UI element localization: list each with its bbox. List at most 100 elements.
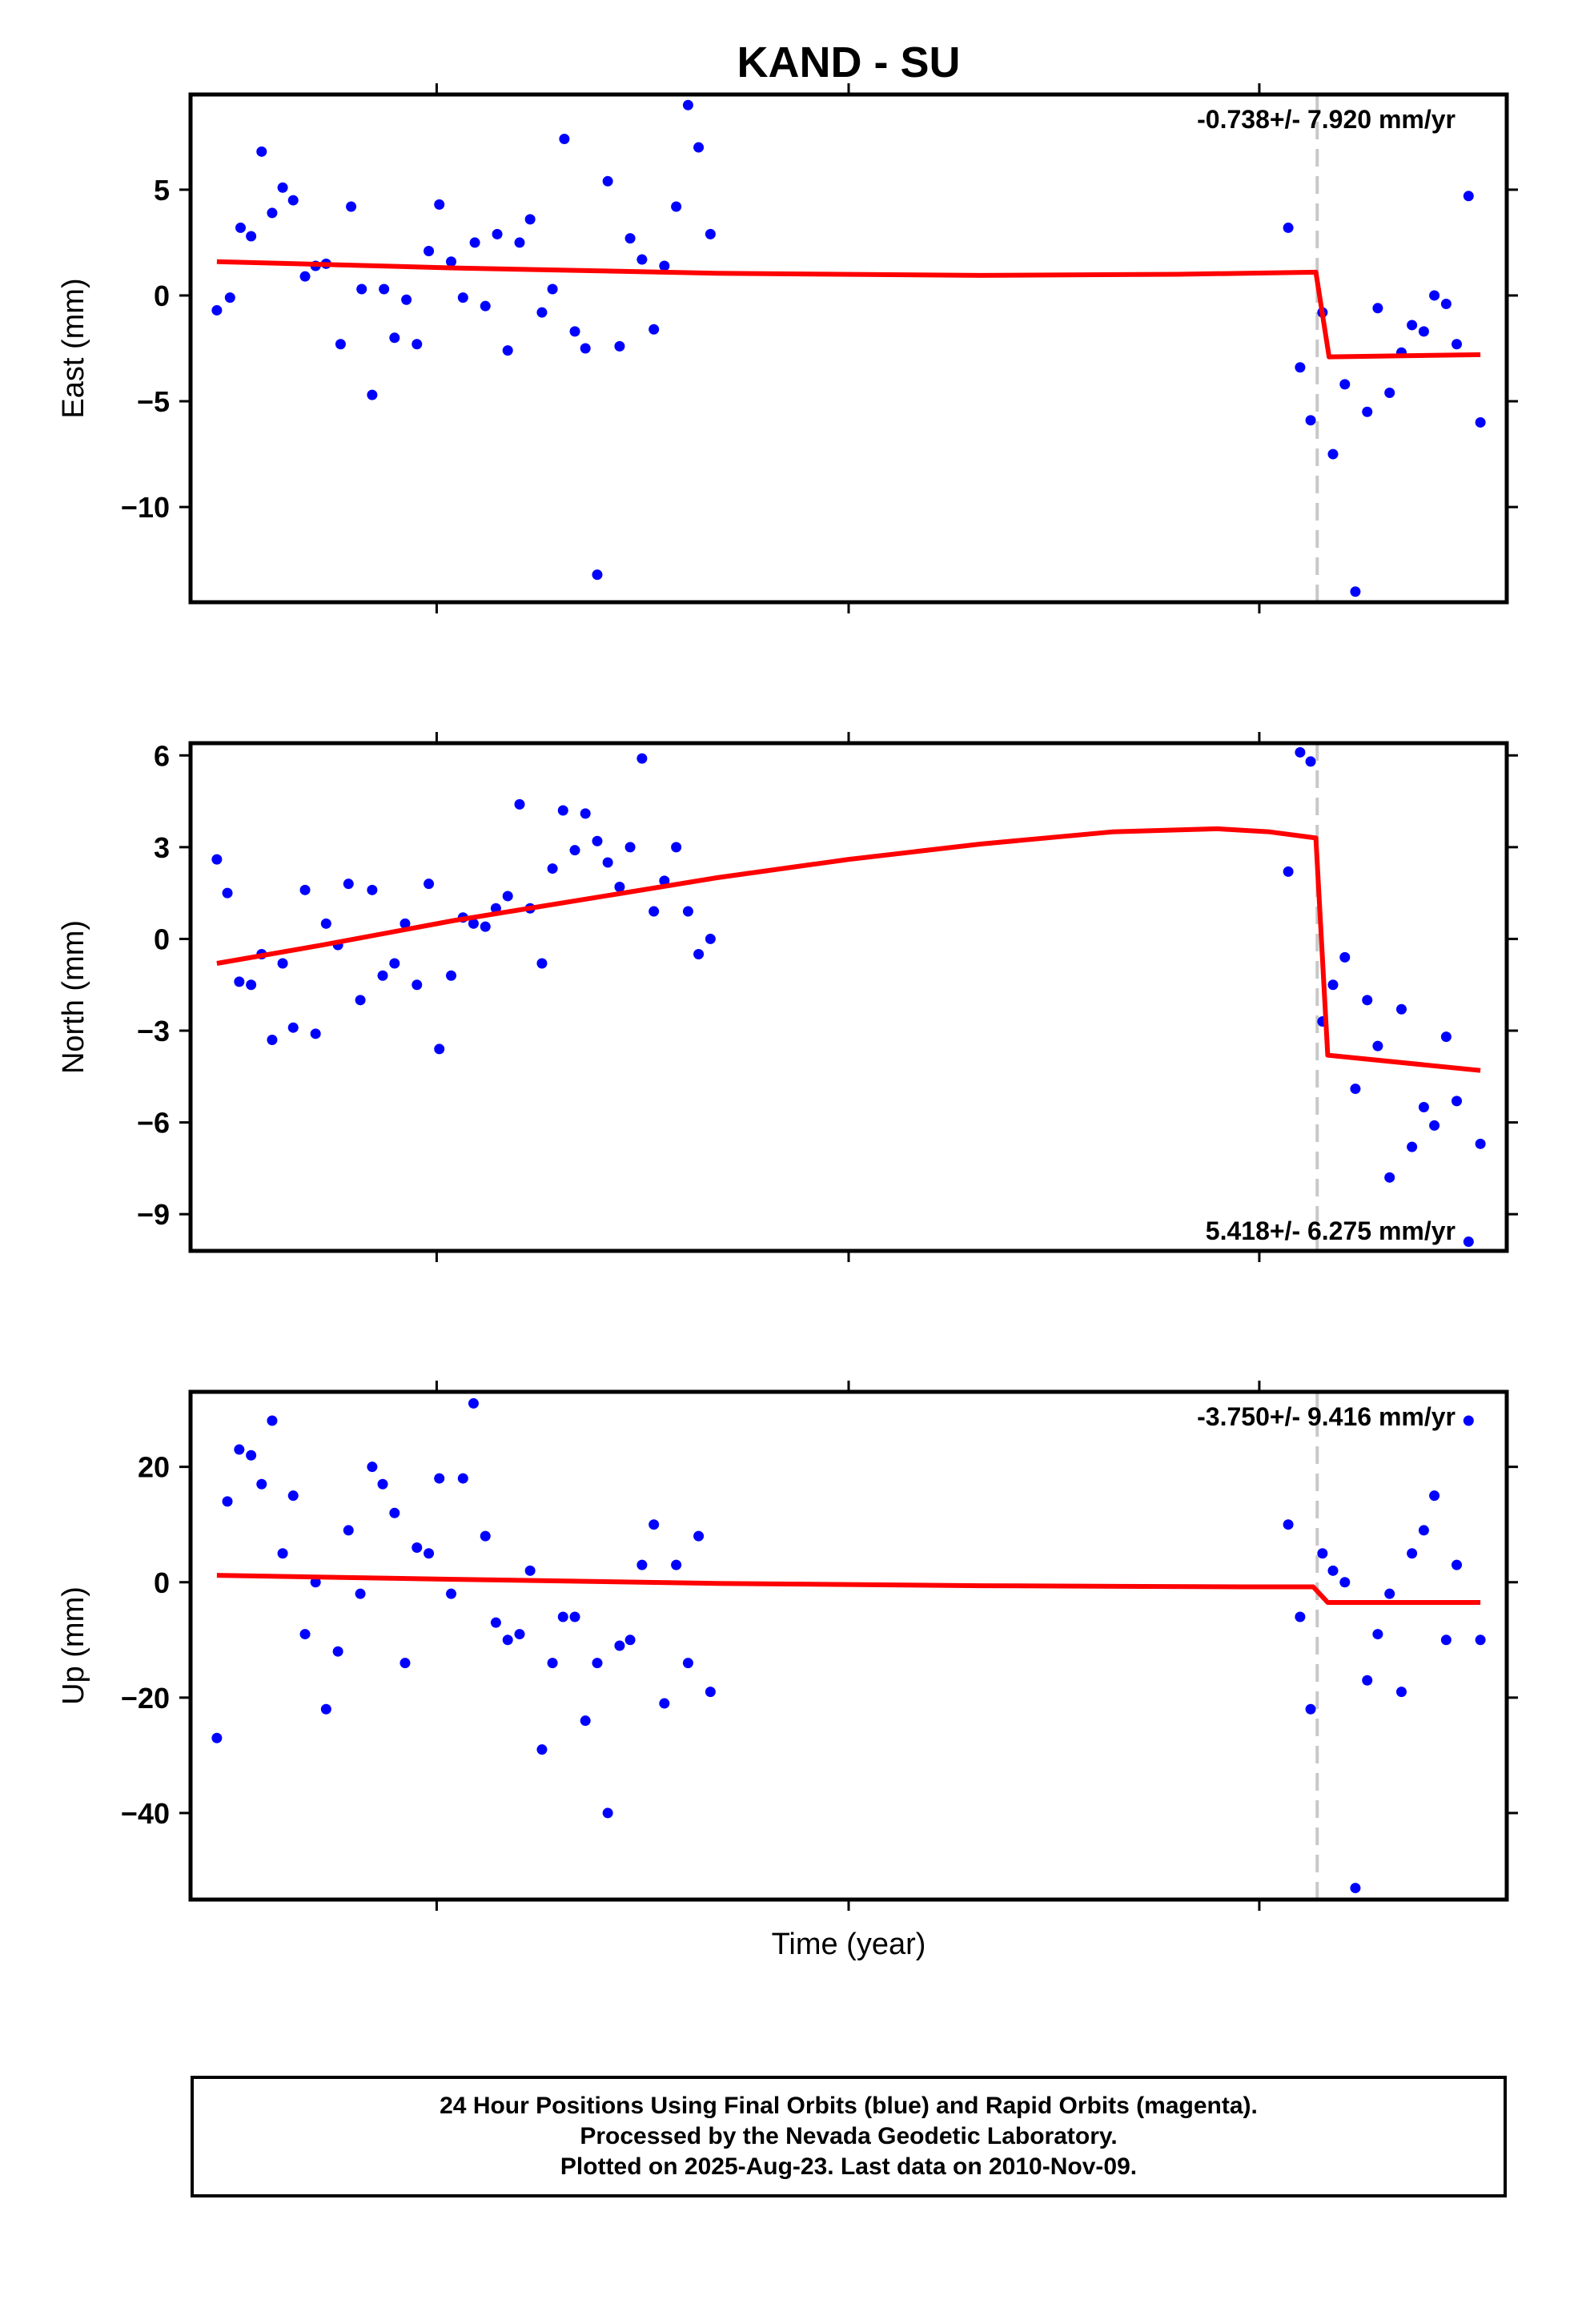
up-data-point [267, 1415, 278, 1426]
east-data-point [412, 339, 423, 350]
up-data-point [320, 1703, 331, 1715]
up-data-point [659, 1698, 670, 1709]
north-data-point [1327, 979, 1339, 991]
north-ytick-label: 3 [154, 831, 170, 864]
up-data-point [536, 1744, 548, 1755]
up-data-point [457, 1473, 468, 1484]
x-axis-label: Time (year) [772, 1928, 926, 1961]
north-ytick-label: −9 [137, 1198, 170, 1231]
up-y-axis-label: Up (mm) [57, 1586, 90, 1705]
up-data-point [524, 1565, 536, 1576]
up-data-point [1372, 1629, 1383, 1640]
north-data-point [557, 805, 568, 816]
up-data-point [1463, 1415, 1474, 1426]
north-data-point [536, 958, 548, 969]
north-data-point [267, 1034, 278, 1045]
east-data-point [1475, 416, 1486, 428]
east-data-point [682, 99, 693, 111]
up-data-point [1339, 1577, 1351, 1588]
up-data-point [234, 1444, 245, 1455]
east-data-point [547, 283, 558, 295]
up-frame [188, 1389, 1509, 1902]
north-data-point [377, 970, 388, 981]
up-data-point [310, 1577, 321, 1588]
east-data-point [1362, 406, 1373, 417]
up-data-point [1327, 1565, 1339, 1576]
north-data-point [389, 958, 400, 969]
footer-box: 24 Hour Positions Using Final Orbits (bl… [191, 2076, 1507, 2197]
north-y-axis-label: North (mm) [57, 920, 90, 1074]
north-data-point [502, 891, 513, 902]
north-ytick-label: −3 [137, 1015, 170, 1047]
up-data-point [1283, 1519, 1294, 1530]
north-data-point [693, 949, 705, 960]
up-data-point [1295, 1611, 1306, 1622]
north-data-point [1440, 1031, 1452, 1043]
up-data-point [222, 1496, 233, 1507]
up-data-point [671, 1559, 682, 1570]
east-ytick-label: −10 [121, 491, 170, 524]
north-data-point [277, 958, 288, 969]
east-data-point [705, 228, 716, 239]
up-data-point [1475, 1634, 1486, 1646]
north-data-point [659, 875, 670, 887]
north-data-point [648, 906, 660, 917]
up-data-point [602, 1807, 613, 1819]
east-data-point [401, 294, 412, 305]
east-data-point [671, 201, 682, 212]
east-data-point [524, 214, 536, 225]
up-data-point [246, 1449, 257, 1461]
north-data-point [446, 970, 457, 981]
up-data-point [412, 1542, 423, 1554]
north-data-point [468, 918, 479, 929]
north-data-point [299, 884, 311, 895]
east-data-point [514, 237, 525, 248]
north-data-point [1429, 1120, 1440, 1131]
north-data-point [514, 798, 525, 810]
east-data-point [1283, 222, 1294, 233]
east-data-point [1407, 320, 1418, 331]
up-data-point [367, 1462, 378, 1473]
east-data-point [1452, 339, 1463, 350]
east-data-point [592, 569, 603, 581]
east-data-point [287, 195, 299, 206]
footer-line-3: Plotted on 2025-Aug-23. Last data on 201… [560, 2153, 1138, 2180]
north-data-point [1418, 1101, 1429, 1112]
up-panel: 20 0 −20 −40 Up (mm) -3.750+/- 9.416 mm/yr [57, 1381, 1518, 1911]
east-data-point [536, 307, 548, 318]
east-data-point [224, 292, 235, 304]
east-data-point [235, 222, 246, 233]
up-data-point [580, 1715, 591, 1727]
footer-line-1: 24 Hour Positions Using Final Orbits (bl… [440, 2093, 1258, 2119]
east-data-point [580, 343, 591, 354]
north-data-point [1407, 1141, 1418, 1152]
up-data-point [277, 1548, 288, 1559]
east-data-point [389, 332, 400, 344]
up-data-point [547, 1658, 558, 1669]
north-data-point [580, 808, 591, 819]
east-data-point [1418, 326, 1429, 337]
north-data-point [592, 835, 603, 846]
up-data-point [256, 1478, 267, 1490]
east-data-point [267, 207, 278, 219]
north-data-point [636, 753, 648, 764]
north-ytick-label: 6 [154, 739, 170, 772]
east-data-point [648, 324, 660, 335]
east-data-point [379, 283, 390, 295]
east-data-point [1339, 379, 1351, 390]
up-data-point [434, 1473, 445, 1484]
north-data-point [624, 842, 636, 853]
north-data-point [1305, 756, 1316, 767]
north-data-point [671, 842, 682, 853]
north-data-point [1452, 1096, 1463, 1107]
east-data-point [434, 199, 445, 210]
up-data-point [1384, 1588, 1395, 1599]
north-data-point [1283, 866, 1294, 877]
up-data-point [1452, 1559, 1463, 1570]
east-y-axis-label: East (mm) [57, 278, 90, 418]
east-rate-label: -0.738+/- 7.920 mm/yr [1197, 105, 1456, 134]
east-data-point [457, 292, 468, 304]
east-data-point [602, 175, 613, 187]
north-data-point [1362, 995, 1373, 1006]
footer-line-2: Processed by the Nevada Geodetic Laborat… [580, 2123, 1118, 2149]
